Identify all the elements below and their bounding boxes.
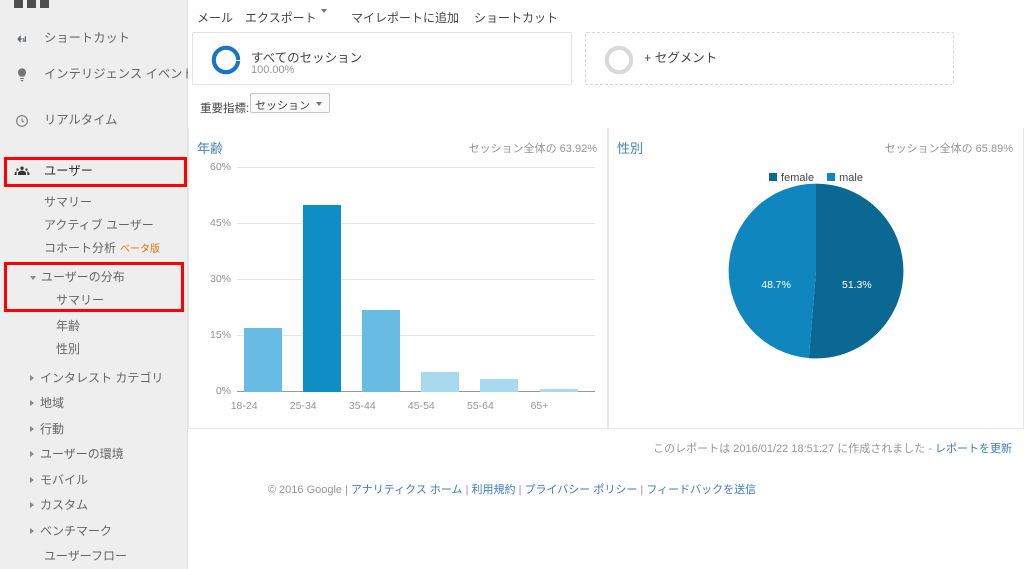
svg-text:48.7%: 48.7% (761, 280, 791, 291)
svg-text:51.3%: 51.3% (842, 280, 872, 291)
